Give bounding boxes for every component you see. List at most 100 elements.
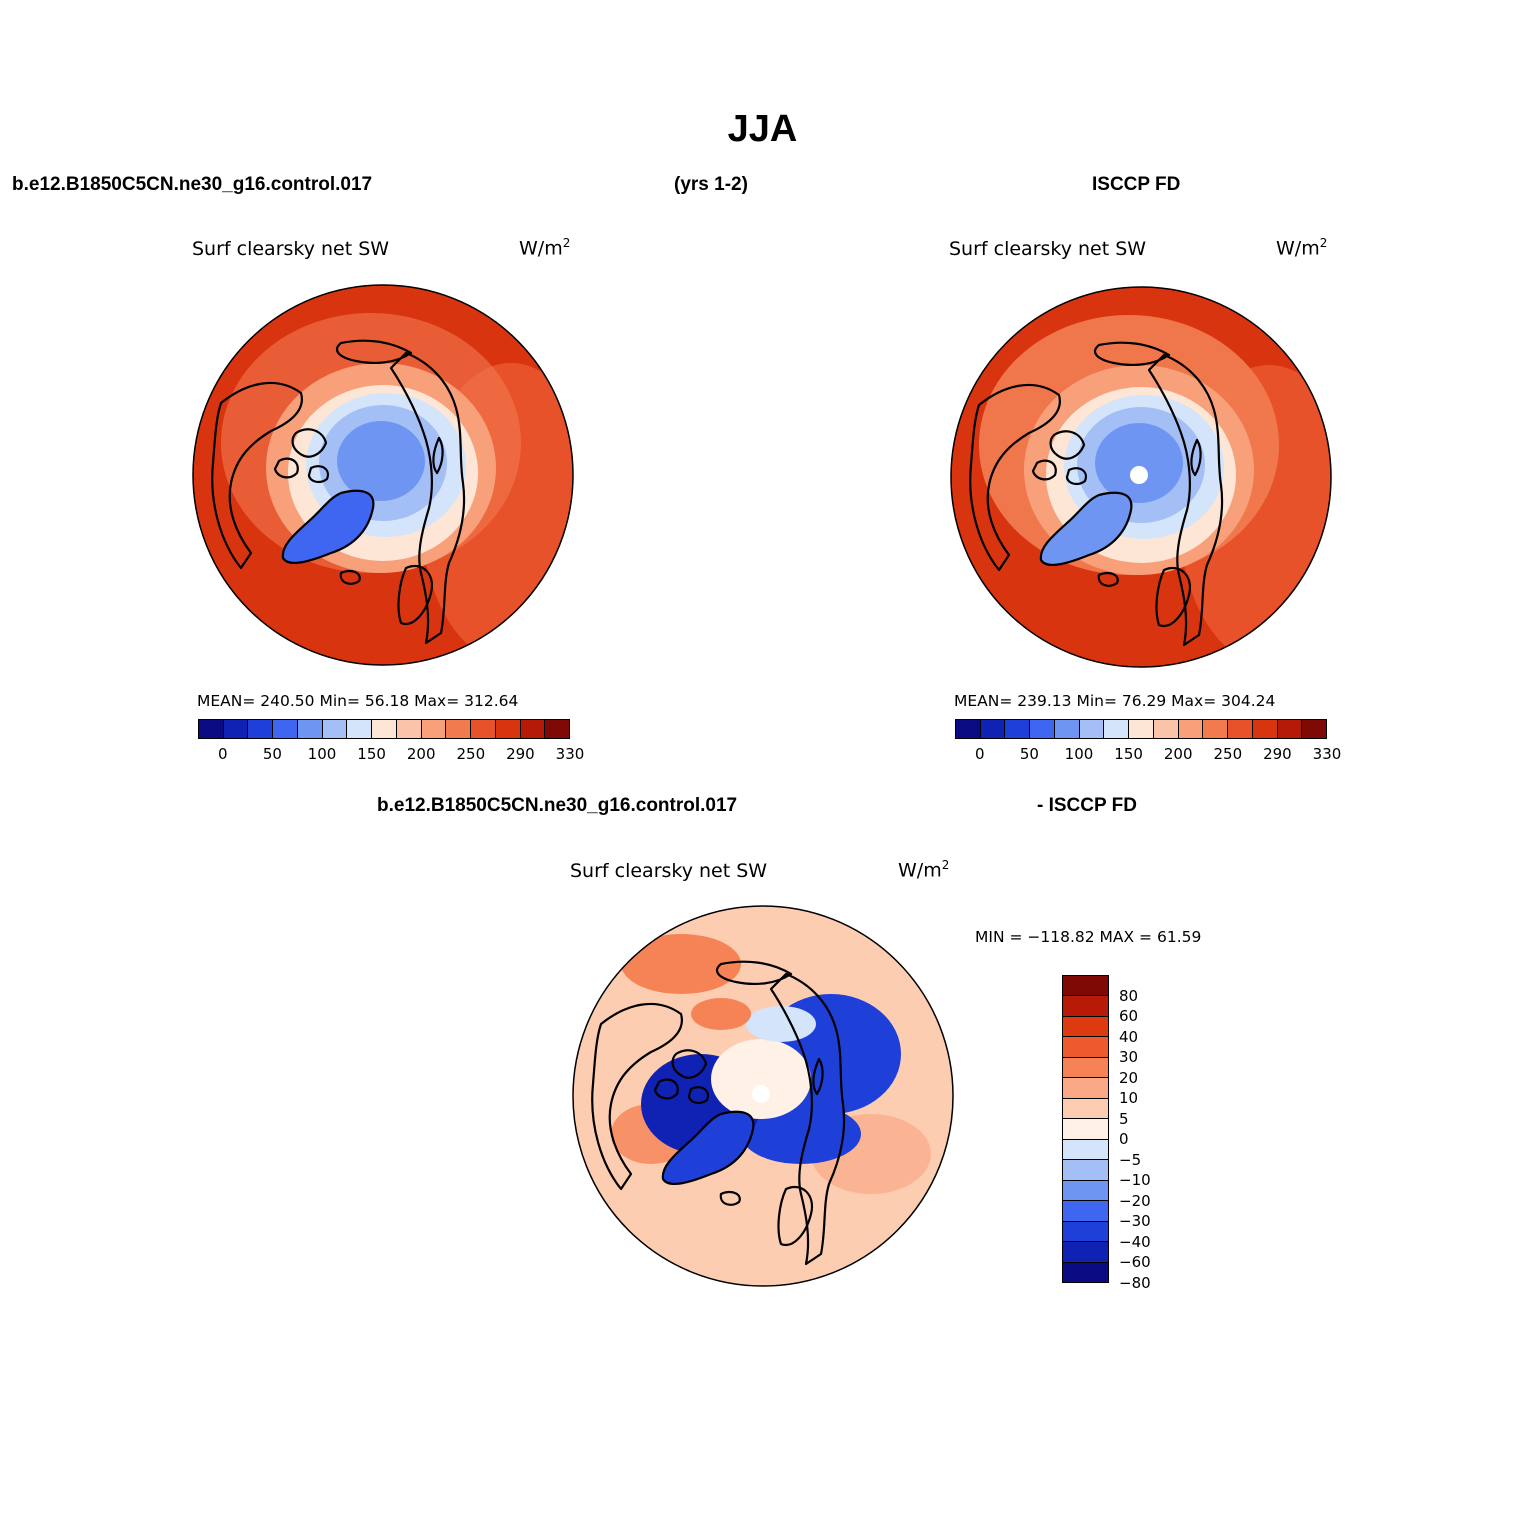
ticks1-label-1: 50 [262, 745, 282, 763]
map2-field-8 [1040, 492, 1132, 565]
map2-coastline-3 [1065, 467, 1087, 486]
cbar2-swatch-3 [1030, 720, 1055, 738]
map3-coastline-5 [777, 1186, 814, 1247]
cbar2-swatch-6 [1104, 720, 1130, 738]
diff-colorbar-label-6: 5 [1119, 1109, 1129, 1128]
map3-field-1 [621, 934, 741, 994]
cbar1-swatch-0 [199, 720, 224, 738]
cbar1-swatch-14 [545, 720, 570, 738]
panel1-polar-map [192, 284, 574, 666]
panel1-stats: MEAN= 240.50 Min= 56.18 Max= 312.64 [197, 692, 519, 710]
ticks2-label-7: 330 [1312, 745, 1342, 763]
ticks2-label-3: 150 [1114, 745, 1143, 763]
ticks1-label-4: 200 [406, 745, 436, 763]
map3-coastlines [591, 960, 846, 1266]
panel2-title: Surf clearsky net SW [949, 238, 1147, 260]
diff-colorbar-label-13: −60 [1119, 1253, 1151, 1272]
diff-colorbar-label-4: 20 [1119, 1068, 1139, 1087]
diff-colorbar-label-10: −20 [1119, 1191, 1151, 1210]
cbar1-swatch-12 [495, 720, 521, 738]
map1-coastline-1 [291, 428, 328, 458]
map2-coastline-4 [969, 383, 1061, 572]
ticks2-label-0: 0 [975, 745, 985, 763]
cbar1-swatch-9 [421, 720, 447, 738]
ticks2-label-4: 200 [1163, 745, 1193, 763]
cbar2-swatch-8 [1153, 720, 1179, 738]
map3-field-5 [741, 1104, 861, 1164]
map1-coastline-0 [281, 489, 375, 565]
map3-coastline-7 [715, 960, 793, 985]
map3-coastline-0 [661, 1110, 755, 1186]
cbar3-swatch-7 [1063, 1119, 1108, 1140]
panel1-title: Surf clearsky net SW [192, 238, 390, 260]
cbar3-swatch-4 [1063, 1057, 1108, 1079]
map1-coastlines [211, 339, 466, 645]
panel2-stats: MEAN= 239.13 Min= 76.29 Max= 304.24 [954, 692, 1276, 710]
map1-coastline-5 [397, 565, 434, 626]
diff-panel-units: W/m2 [898, 858, 950, 882]
cbar1-swatch-4 [297, 720, 323, 738]
case-name-label: b.e12.B1850C5CN.ne30_g16.control.017 [12, 174, 373, 195]
cbar3-swatch-3 [1063, 1037, 1108, 1058]
cbar3-swatch-11 [1063, 1201, 1108, 1222]
map2-coastline-9 [1190, 438, 1202, 477]
ticks1-label-3: 150 [357, 745, 386, 763]
map3-coastline-2 [653, 1078, 679, 1100]
map3-coastline-4 [591, 1002, 683, 1191]
diff-colorbar-label-8: −5 [1119, 1150, 1142, 1169]
cbar2-swatch-13 [1277, 720, 1303, 738]
cbar3-swatch-6 [1063, 1098, 1108, 1120]
diff-polar-map [572, 905, 954, 1287]
cbar2-swatch-7 [1129, 720, 1154, 738]
cbar3-swatch-12 [1063, 1221, 1108, 1243]
cbar2-swatch-14 [1302, 720, 1327, 738]
map2-coastline-2 [1031, 459, 1057, 481]
map3-field-8 [746, 1006, 816, 1042]
diff-colorbar-label-14: −80 [1119, 1274, 1151, 1292]
map2-missing-data-pole [1130, 466, 1148, 484]
ticks1-label-6: 290 [506, 745, 535, 763]
ticks1-label-7: 330 [555, 745, 585, 763]
ticks2-label-6: 290 [1263, 745, 1292, 763]
figure-title: JJA [727, 108, 798, 150]
map1-map-border [192, 284, 574, 666]
diff-colorbar-label-2: 40 [1119, 1027, 1139, 1046]
ticks1-label-0: 0 [218, 745, 228, 763]
diff-colorbar-label-7: 0 [1119, 1130, 1129, 1149]
cbar3-swatch-14 [1063, 1262, 1108, 1283]
map3-coastline-3 [687, 1086, 709, 1105]
diff-colorbar-label-0: 80 [1119, 986, 1139, 1005]
map1-coastline-9 [432, 436, 444, 475]
cbar3-swatch-9 [1063, 1160, 1108, 1181]
years-label: (yrs 1-2) [674, 174, 748, 195]
diff-colorbar-label-11: −30 [1119, 1212, 1151, 1231]
diff-colorbar-label-9: −10 [1119, 1171, 1151, 1190]
cbar1-swatch-6 [347, 720, 373, 738]
diff-panel-title: Surf clearsky net SW [570, 860, 768, 882]
panel1-units: W/m2 [519, 236, 571, 260]
ticks1-label-2: 100 [307, 745, 337, 763]
diff-colorbar-label-12: −40 [1119, 1232, 1151, 1251]
diff-colorbar-label-1: 60 [1119, 1007, 1139, 1026]
map3-field-9 [662, 1111, 754, 1184]
diff-colorbar-label-5: 10 [1119, 1089, 1139, 1108]
cbar2-swatch-2 [1005, 720, 1031, 738]
map3-coastline-1 [671, 1049, 708, 1079]
map3-map-border [572, 905, 954, 1287]
cbar1-swatch-1 [223, 720, 249, 738]
cbar3-swatch-0 [1063, 976, 1108, 997]
diff-obs-label: - ISCCP FD [1037, 795, 1137, 816]
panel2-units: W/m2 [1276, 236, 1328, 260]
map2-map-border [950, 286, 1332, 668]
cbar3-swatch-10 [1063, 1180, 1108, 1202]
map1-coastline-3 [307, 465, 329, 484]
cbar2-swatch-0 [956, 720, 981, 738]
map3-field-10 [691, 998, 751, 1030]
panel1-colorbar [198, 719, 570, 739]
cbar1-swatch-10 [446, 720, 472, 738]
obs-label: ISCCP FD [1092, 174, 1181, 195]
map1-coastline-4 [211, 381, 303, 570]
map3-field-7 [711, 1039, 811, 1119]
cbar2-swatch-9 [1178, 720, 1204, 738]
cbar1-swatch-8 [396, 720, 422, 738]
